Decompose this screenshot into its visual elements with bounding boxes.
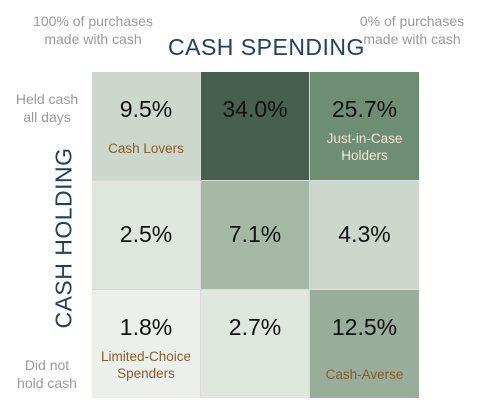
- cell-value: 12.5%: [331, 314, 398, 340]
- cell-top-middle: 34.0%: [201, 72, 309, 180]
- cell-just-in-case-holders: 25.7% Just-in-Case Holders: [310, 72, 419, 180]
- cell-bottom-middle: 2.7%: [201, 290, 309, 398]
- cell-middle-left: 2.5%: [92, 181, 200, 289]
- segmentation-grid: 9.5% Cash Lovers 34.0% 25.7% Just-in-Cas…: [92, 72, 419, 398]
- segment-label-just-in-case-holders: Just-in-Case Holders: [326, 131, 403, 163]
- cash-holding-title: CASH HOLDING: [50, 147, 77, 329]
- held-cash-label: Held cash all days: [15, 91, 79, 125]
- cell-value: 4.3%: [338, 221, 391, 247]
- segment-label-cash-averse: Cash-Averse: [325, 367, 404, 382]
- cell-middle-right: 4.3%: [310, 181, 419, 289]
- cell-value: 9.5%: [119, 96, 173, 122]
- cell-value: 25.7%: [331, 96, 398, 122]
- cell-cash-lovers: 9.5% Cash Lovers: [92, 72, 200, 180]
- cell-value: 1.8%: [119, 314, 173, 340]
- segment-label-limited-choice-spenders: Limited-Choice Spenders: [100, 349, 192, 381]
- cell-value: 34.0%: [222, 96, 288, 122]
- segment-label-cash-lovers: Cash Lovers: [108, 141, 184, 156]
- cell-value: 2.5%: [119, 221, 173, 247]
- cash-spending-title: CASH SPENDING: [168, 34, 365, 60]
- cell-cash-averse: 12.5% Cash-Averse: [310, 290, 419, 398]
- cell-center: 7.1%: [201, 181, 309, 289]
- cell-limited-choice-spenders: 1.8% Limited-Choice Spenders: [92, 290, 200, 398]
- cell-value: 7.1%: [228, 221, 282, 247]
- cell-value: 2.7%: [228, 314, 282, 340]
- no-cash-label: 0% of purchases made with cash: [359, 13, 465, 47]
- cash-only-label: 100% of purchases made with cash: [33, 13, 153, 47]
- no-cash-held-label: Did not hold cash: [17, 357, 77, 391]
